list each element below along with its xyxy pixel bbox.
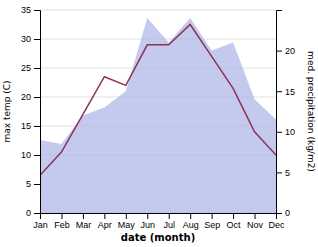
tick-label: Feb	[54, 220, 70, 230]
tick-label: 5	[285, 168, 290, 178]
tick-mark	[233, 213, 234, 219]
tick-label: Jul	[163, 220, 175, 230]
tick-label: 20	[21, 92, 31, 102]
x-axis: Jan Feb Mar Apr May Jun Jul Aug Sep Oct Nov Dec	[33, 213, 285, 230]
tick-mark	[34, 68, 40, 69]
plot: JanFebMarAprMayJunJulAugSepOctNovDec0510…	[21, 5, 295, 230]
tick-mark	[126, 213, 127, 219]
tick-label: Sep	[204, 220, 220, 230]
tick-mark	[104, 213, 105, 219]
tick-label: Dec	[268, 220, 285, 230]
tick: Jun	[141, 213, 156, 230]
tick-label: 5	[26, 179, 31, 189]
tick: Apr	[98, 213, 112, 230]
tick-mark	[276, 132, 282, 133]
tick-mark	[190, 213, 191, 219]
marks	[40, 18, 276, 213]
tick-label: 25	[21, 63, 31, 73]
y2-axis: 0 5 10 15 20	[276, 11, 295, 219]
tick-mark	[212, 213, 213, 219]
tick: Feb	[54, 213, 70, 230]
x-axis-title: date (month)	[121, 232, 195, 243]
tick-mark	[169, 213, 170, 219]
tick-label: Jun	[141, 220, 156, 230]
tick-label: Oct	[227, 220, 242, 230]
tick: Mar	[76, 213, 92, 230]
tick: Jan	[33, 213, 48, 230]
tick: Nov	[247, 213, 264, 230]
tick-mark	[34, 10, 40, 11]
tick-label: 35	[21, 5, 31, 15]
tick-label: 10	[21, 150, 31, 160]
tick: 5	[26, 179, 40, 189]
tick-label: 10	[285, 127, 295, 137]
tick: Dec	[268, 213, 285, 230]
tick: 10	[21, 150, 40, 160]
tick: May	[118, 213, 136, 230]
area	[40, 18, 276, 213]
tick-mark	[83, 213, 84, 219]
axis-line	[41, 214, 277, 220]
tick-mark	[276, 213, 282, 214]
tick-mark	[34, 155, 40, 156]
tick-mark	[34, 213, 40, 214]
line	[40, 25, 276, 176]
tick-label: 15	[285, 87, 295, 97]
tick-label: 20	[285, 46, 295, 56]
tick-label: Aug	[183, 220, 199, 230]
tick: Oct	[227, 213, 242, 230]
tick-label: Apr	[98, 220, 112, 230]
tick: 15	[276, 87, 295, 97]
grid	[40, 10, 276, 213]
tick: Sep	[204, 213, 220, 230]
chart: JanFebMarAprMayJunJulAugSepOctNovDec0510…	[0, 0, 318, 247]
tick-mark	[276, 51, 282, 52]
tick-label: May	[118, 220, 136, 230]
tick-label: Mar	[76, 220, 92, 230]
tick-mark	[276, 172, 282, 173]
tick-mark	[61, 213, 62, 219]
tick: 0	[276, 208, 290, 218]
grid-line	[40, 10, 276, 11]
axis-line	[34, 11, 41, 214]
tick: 35	[21, 5, 40, 15]
tick-mark	[34, 97, 40, 98]
tick-mark	[34, 184, 40, 185]
tick: 15	[21, 121, 40, 131]
tick-label: 0	[26, 208, 31, 218]
tick: 30	[21, 34, 40, 44]
tick: 25	[21, 63, 40, 73]
tick: Aug	[183, 213, 199, 230]
y-axis: 0 5 10 15 20 25 30 35	[21, 5, 41, 218]
tick-label: Jan	[33, 220, 48, 230]
tick: 20	[276, 46, 295, 56]
tick-label: 15	[21, 121, 31, 131]
tick-label: 30	[21, 34, 31, 44]
tick-mark	[34, 126, 40, 127]
tick: 20	[21, 92, 40, 102]
tick: 5	[276, 168, 290, 178]
y-axis-title: max temp (C)	[2, 80, 12, 142]
y2-axis-title: med. precipitation (kg/m2)	[306, 51, 316, 172]
tick-label: Nov	[247, 220, 264, 230]
tick-label: 0	[285, 208, 290, 218]
tick: Jul	[163, 213, 175, 230]
tick: 10	[276, 127, 295, 137]
tick: 0	[26, 208, 40, 218]
tick-mark	[276, 91, 282, 92]
tick-mark	[147, 213, 148, 219]
tick-mark	[34, 39, 40, 40]
axis-line	[277, 11, 283, 214]
tick-mark	[255, 213, 256, 219]
